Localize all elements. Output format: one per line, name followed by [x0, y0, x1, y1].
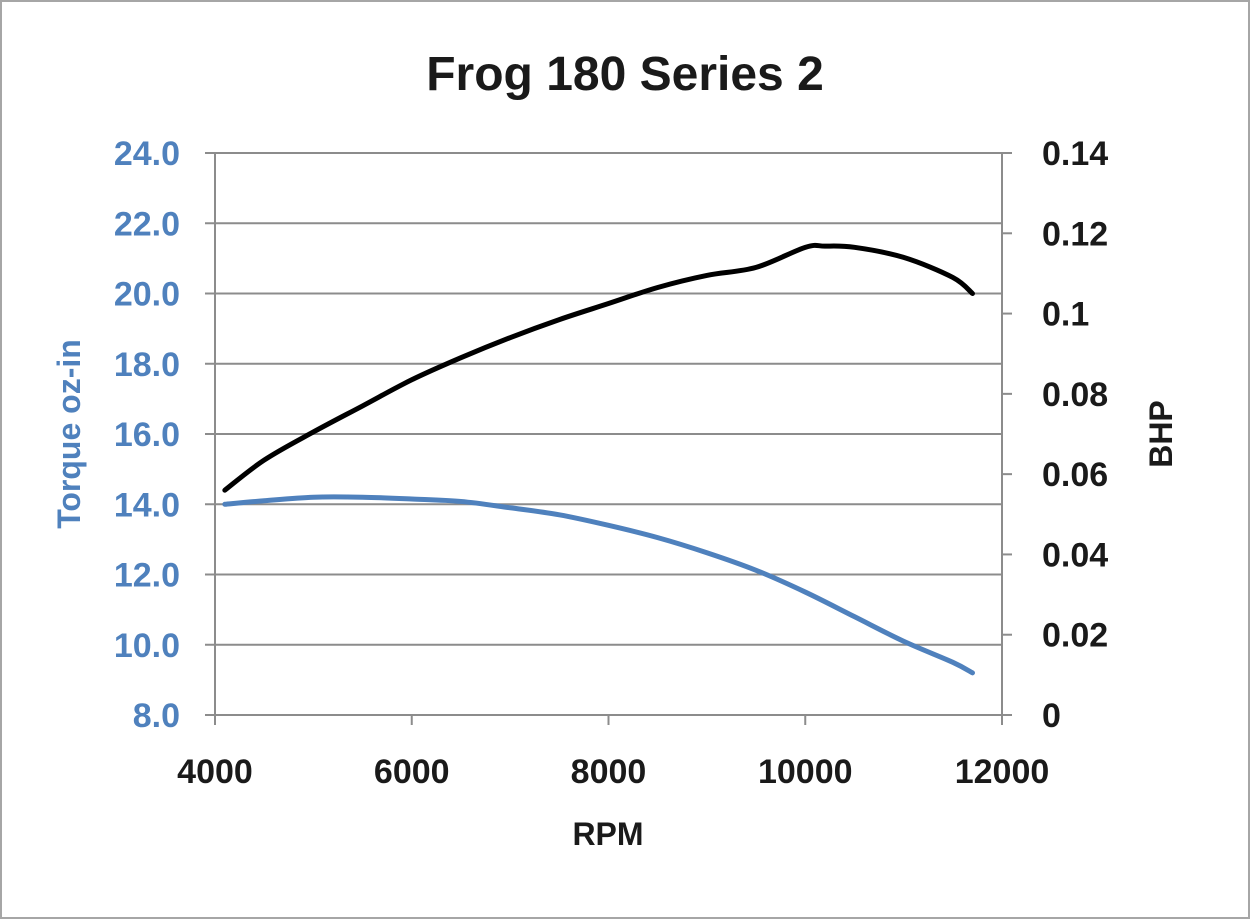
series-point-torque: [224, 504, 225, 505]
y-right-tick-label: 0.02: [1042, 617, 1108, 655]
series-point-bhp: [952, 277, 953, 278]
y-left-tick-label: 18.0: [114, 346, 180, 384]
y-right-tick-label: 0.1: [1042, 296, 1089, 334]
y-left-tick-label: 8.0: [133, 697, 180, 735]
series-point-torque: [411, 498, 412, 499]
series-point-torque: [756, 570, 757, 571]
series-point-bhp: [756, 267, 757, 268]
axis-layer: [205, 152, 1012, 725]
y-right-tick-label: 0.12: [1042, 215, 1108, 253]
series-point-bhp: [224, 490, 225, 491]
x-tick-label: 4000: [177, 753, 253, 791]
series-point-bhp: [510, 337, 511, 338]
series-line-bhp: [222, 242, 975, 493]
series-point-bhp: [559, 319, 560, 320]
series-line-torque: [222, 494, 975, 676]
y-left-tick-label: 24.0: [114, 135, 180, 173]
series-point-bhp: [313, 431, 314, 432]
grid-layer: [215, 152, 1002, 716]
series-point-torque: [460, 501, 461, 502]
series-point-torque: [657, 537, 658, 538]
series-point-torque: [608, 525, 609, 526]
series-point-torque: [805, 592, 806, 593]
series-point-torque: [559, 514, 560, 515]
series-point-bhp: [805, 247, 806, 248]
y-right-tick-label: 0.04: [1042, 536, 1108, 574]
series-point-bhp: [824, 246, 825, 247]
series-point-bhp: [460, 357, 461, 358]
series-point-bhp: [972, 293, 973, 294]
y-left-tick-label: 14.0: [114, 486, 180, 524]
y-axis-right-label: BHP: [1143, 400, 1179, 468]
series-point-bhp: [657, 287, 658, 288]
x-tick-label: 12000: [955, 753, 1050, 791]
series-point-bhp: [903, 257, 904, 258]
series-point-torque: [972, 672, 973, 673]
x-axis-label: RPM: [572, 816, 643, 852]
y-left-tick-label: 10.0: [114, 627, 180, 665]
series-layer: [222, 242, 975, 676]
y-right-tick-label: 0.14: [1042, 135, 1108, 173]
series-point-torque: [362, 497, 363, 498]
y-axis-left-label: Torque oz-in: [51, 339, 87, 529]
chart-title: Frog 180 Series 2: [426, 48, 824, 101]
y-left-tick-label: 20.0: [114, 276, 180, 314]
series-point-bhp: [411, 379, 412, 380]
series-point-torque: [706, 552, 707, 553]
series-point-bhp: [706, 275, 707, 276]
x-tick-label: 10000: [758, 753, 853, 791]
series-point-bhp: [854, 247, 855, 248]
series-point-torque: [510, 507, 511, 508]
tick-layer: 8.0 10.0 12.0 14.0 16.0 18.0 20.0 22.0 24.0 0 0.02…: [114, 135, 1108, 791]
series-point-bhp: [362, 405, 363, 406]
x-tick-label: 6000: [374, 753, 450, 791]
series-point-torque: [854, 616, 855, 617]
x-tick-label: 8000: [571, 753, 647, 791]
y-right-tick-label: 0.08: [1042, 376, 1108, 414]
y-left-tick-label: 16.0: [114, 416, 180, 454]
series-point-torque: [952, 662, 953, 663]
series-point-bhp: [608, 303, 609, 304]
series-point-torque: [903, 641, 904, 642]
y-right-tick-label: 0: [1042, 697, 1061, 735]
y-left-tick-label: 22.0: [114, 205, 180, 243]
y-left-tick-label: 12.0: [114, 557, 180, 595]
series-point-torque: [264, 500, 265, 501]
series-point-torque: [313, 497, 314, 498]
y-right-tick-label: 0.06: [1042, 456, 1108, 494]
series-point-bhp: [264, 460, 265, 461]
